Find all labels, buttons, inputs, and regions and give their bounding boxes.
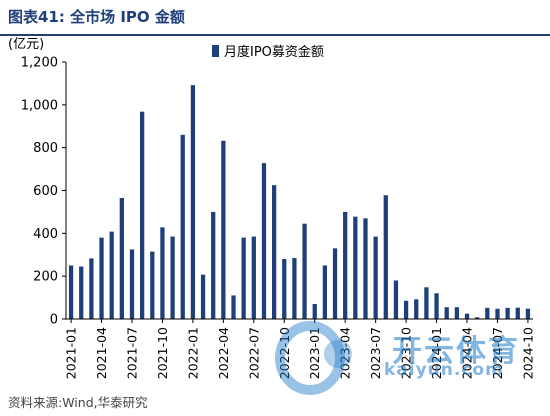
- x-tick-label: 2022-01: [185, 327, 200, 379]
- bar: [393, 280, 399, 319]
- x-tick-label: 2023-07: [368, 327, 383, 379]
- bar: [271, 185, 277, 319]
- bar: [89, 258, 94, 319]
- bar: [515, 307, 520, 319]
- x-tick-label: 2021-10: [155, 327, 170, 379]
- x-tick-label: 2024-01: [429, 327, 444, 379]
- x-tick-label: 2022-07: [246, 327, 261, 379]
- bar: [292, 257, 297, 319]
- watermark-logo-icon: [275, 321, 352, 395]
- y-tick-label: 600: [33, 184, 58, 199]
- bar: [170, 236, 175, 319]
- bar: [414, 299, 419, 319]
- bar: [302, 223, 307, 319]
- x-tick-label: 2024-04: [460, 327, 475, 379]
- bar: [495, 308, 500, 319]
- bar: [140, 111, 145, 319]
- watermark-text: 开云体育: [392, 334, 520, 369]
- bar: [221, 140, 226, 319]
- y-tick-label: 400: [33, 227, 58, 242]
- bar: [119, 198, 124, 319]
- bar: [434, 293, 439, 319]
- bar: [150, 251, 155, 319]
- bar: [282, 259, 287, 319]
- ipo-bar-chart: (亿元) 月度IPO募资金额 0 200 400 600 800 1,000 1,200 2…: [8, 37, 535, 379]
- x-tick-label: 2021-07: [124, 327, 139, 379]
- y-tick-label: 1,000: [21, 98, 58, 113]
- bars: [68, 85, 531, 319]
- bar: [475, 317, 480, 319]
- bar: [190, 85, 196, 319]
- x-axis: 2021-01 2021-04 2021-07 2021-10 2022-01 2022-…: [64, 318, 535, 379]
- x-tick-label: 2023-04: [338, 327, 353, 379]
- bar: [383, 195, 388, 319]
- bar: [353, 216, 358, 319]
- bar: [363, 218, 368, 319]
- source-note: 资料来源:Wind,华泰研究: [8, 395, 148, 410]
- watermark-url: kaiyun.com: [384, 360, 504, 380]
- x-tick-label: 2024-07: [490, 327, 505, 379]
- bar: [332, 248, 338, 319]
- x-tick-label: 2024-10: [520, 327, 535, 379]
- y-tick-label: 800: [33, 141, 58, 156]
- bar: [251, 236, 256, 319]
- y-tick-label: 1,200: [21, 56, 58, 71]
- y-tick-label: 200: [33, 270, 58, 285]
- bar: [231, 295, 236, 319]
- x-tick-label: 2021-04: [94, 327, 109, 379]
- x-tick-label: 2023-10: [399, 327, 414, 379]
- y-axis: 0 200 400 600 800 1,000 1,200: [21, 56, 67, 328]
- bar: [454, 307, 459, 319]
- bar: [444, 307, 449, 319]
- bar: [525, 308, 531, 319]
- bar: [99, 237, 104, 319]
- bar: [373, 236, 378, 319]
- bar: [424, 287, 429, 319]
- bar: [241, 237, 246, 319]
- title-bar: 图表41: 全市场 IPO 金额: [0, 0, 550, 36]
- bar: [505, 307, 510, 319]
- bar: [485, 307, 490, 319]
- bar: [464, 313, 470, 319]
- bar: [261, 163, 267, 319]
- bar: [312, 304, 317, 319]
- bar: [160, 227, 165, 319]
- y-tick-label: 0: [50, 313, 58, 328]
- bar: [211, 211, 216, 319]
- x-tick-label: 2021-01: [64, 327, 79, 379]
- x-tick-label: 2022-10: [277, 327, 292, 379]
- y-unit-label: (亿元): [8, 37, 44, 52]
- x-tick-label: 2022-04: [216, 327, 231, 379]
- legend-swatch: [212, 45, 219, 57]
- legend: 月度IPO募资金额: [212, 44, 324, 60]
- bar: [180, 134, 185, 319]
- bar: [403, 300, 409, 319]
- bar: [79, 266, 84, 319]
- bar: [343, 211, 348, 319]
- x-tick-label: 2023-01: [307, 327, 322, 379]
- bar: [129, 249, 135, 319]
- bar: [322, 265, 328, 319]
- bar: [68, 265, 74, 319]
- bar: [109, 231, 114, 319]
- legend-label: 月度IPO募资金额: [224, 44, 324, 60]
- chart-title: 图表41: 全市场 IPO 金额: [8, 8, 185, 26]
- bar: [200, 274, 206, 319]
